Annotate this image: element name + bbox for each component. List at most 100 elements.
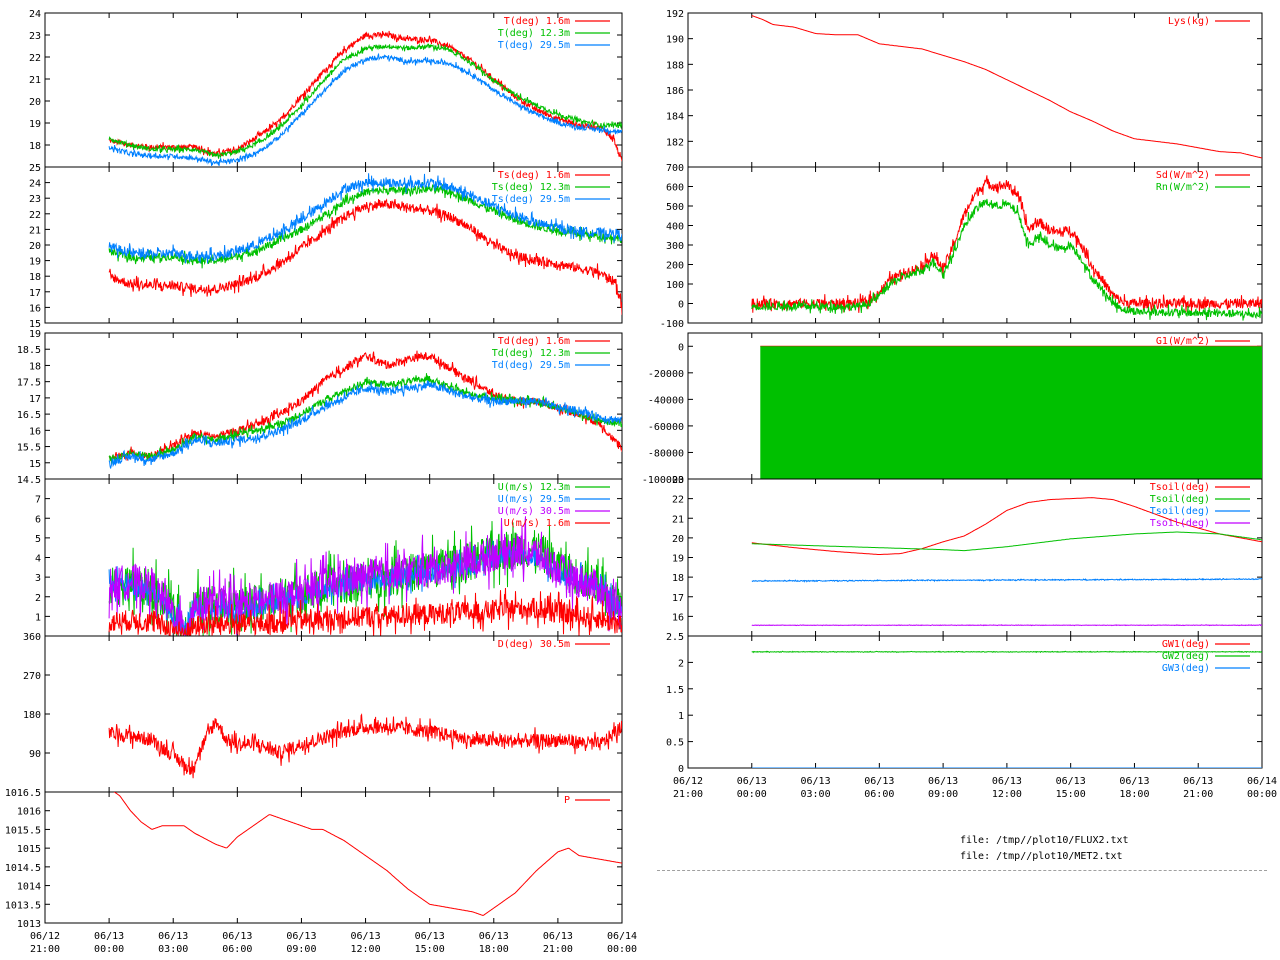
legend-label: G1(W/m^2) xyxy=(1156,336,1210,347)
x-tick-time: 00:00 xyxy=(1247,789,1277,800)
y-tick-label: 18 xyxy=(29,141,41,152)
y-tick-label: 190 xyxy=(666,35,684,46)
x-tick-time: 06:00 xyxy=(222,944,252,955)
y-tick-label: 15.5 xyxy=(17,443,41,454)
y-tick-label: 20 xyxy=(672,534,684,545)
x-tick-time: 15:00 xyxy=(415,944,445,955)
groundwater-chart: 0 0.5 1 1.5 2 2.5 06/12 21:00 06/13 00:00 06/13 03:… xyxy=(666,632,1277,800)
y-tick-label: 21 xyxy=(29,225,41,236)
y-tick-label: 17 xyxy=(672,593,684,604)
y-tick-label: 1016 xyxy=(17,807,41,818)
dashed-divider xyxy=(657,870,1267,871)
y-tick-label: 22 xyxy=(29,210,41,221)
x-tick-time: 09:00 xyxy=(928,789,958,800)
x-tick-time: 00:00 xyxy=(607,944,637,955)
y-tick-label: 90 xyxy=(29,749,41,760)
y-tick-label: 2.5 xyxy=(666,632,684,643)
y-tick-label: 22 xyxy=(29,53,41,64)
dewpoint-chart: 14.5 15 15.5 16 16.5 17 17.5 18 18.5 19 Td(deg) 1.… xyxy=(17,329,623,486)
y-tick-label: 24 xyxy=(29,179,41,190)
x-tick-time: 06:00 xyxy=(864,789,894,800)
y-tick-label: 16 xyxy=(29,303,41,314)
x-tick-date: 06/13 xyxy=(351,931,381,942)
x-tick-time: 21:00 xyxy=(1183,789,1213,800)
y-tick-label: 18.5 xyxy=(17,345,41,356)
legend-label: Tsoil(deg) xyxy=(1150,494,1210,505)
radiation-chart: -100 0 100 200 300 400 500 600 700 Sd(W/m^2)Rn(W/… xyxy=(660,163,1263,330)
y-tick-label: 188 xyxy=(666,60,684,71)
y-tick-label: 22 xyxy=(672,495,684,506)
legend-label: P xyxy=(564,795,570,806)
y-tick-label: 1015 xyxy=(17,844,41,855)
legend-label: G2(W/m^2) xyxy=(1156,348,1210,359)
series-1-0 xyxy=(108,198,622,315)
y-tick-label: -20000 xyxy=(648,369,684,380)
x-tick-time: 12:00 xyxy=(351,944,381,955)
y-tick-label: 23 xyxy=(29,31,41,42)
x-tick-date: 06/14 xyxy=(1247,776,1277,787)
y-tick-label: 2 xyxy=(35,593,41,604)
legend-label: Td(deg) 29.5m xyxy=(492,360,570,371)
x-tick-date: 06/13 xyxy=(158,931,188,942)
y-tick-label: 700 xyxy=(666,163,684,174)
pressure-chart: 1013 1013.5 1014 1014.5 1015 1015.5 1016 1016.5… xyxy=(5,788,637,955)
series-9-1 xyxy=(751,531,1262,552)
series-0-0 xyxy=(108,30,622,162)
x-tick-date: 06/13 xyxy=(801,776,831,787)
y-tick-label: 21 xyxy=(29,75,41,86)
x-tick-date: 06/13 xyxy=(94,931,124,942)
legend-label: U(m/s) 1.6m xyxy=(504,518,570,529)
x-tick-date: 06/13 xyxy=(737,776,767,787)
series-10-1 xyxy=(751,650,1262,654)
legend-label: Ts(deg) 12.3m xyxy=(492,182,570,193)
x-tick-date: 06/13 xyxy=(543,931,573,942)
y-tick-label: 0 xyxy=(678,300,684,311)
series-8-1 xyxy=(760,346,1262,479)
y-tick-label: 23 xyxy=(672,475,684,486)
y-tick-label: 184 xyxy=(666,112,684,123)
x-tick-date: 06/13 xyxy=(222,931,252,942)
legend-label: Ts(deg) 1.6m xyxy=(498,170,570,181)
y-tick-label: 300 xyxy=(666,241,684,252)
y-tick-label: 18 xyxy=(672,573,684,584)
series-9-3 xyxy=(751,624,1262,627)
y-tick-label: 186 xyxy=(666,86,684,97)
series-6-0 xyxy=(751,15,1262,159)
file-name-met: file: /tmp//plot10/MET2.txt xyxy=(960,851,1123,862)
x-tick-date: 06/12 xyxy=(673,776,703,787)
x-tick-time: 03:00 xyxy=(158,944,188,955)
x-tick-time: 15:00 xyxy=(1056,789,1086,800)
x-tick-time: 21:00 xyxy=(543,944,573,955)
y-tick-label: 19 xyxy=(29,257,41,268)
legend-label: T(deg) 29.5m xyxy=(498,40,570,51)
x-tick-date: 06/13 xyxy=(1183,776,1213,787)
y-tick-label: 360 xyxy=(23,632,41,643)
plot-frame xyxy=(44,635,623,793)
y-tick-label: 15 xyxy=(29,459,41,470)
x-tick-time: 18:00 xyxy=(479,944,509,955)
y-tick-label: 18 xyxy=(29,272,41,283)
y-tick-label: 20 xyxy=(29,241,41,252)
legend-label: Lys(kg) xyxy=(1168,16,1210,27)
y-tick-label: -40000 xyxy=(648,395,684,406)
y-tick-label: 1016.5 xyxy=(5,788,41,799)
series-5-0 xyxy=(113,792,622,917)
plot-frame xyxy=(44,791,623,924)
file-name-flux: file: /tmp//plot10/FLUX2.txt xyxy=(960,835,1129,846)
x-tick-time: 09:00 xyxy=(286,944,316,955)
y-tick-label: 25 xyxy=(29,163,41,174)
series-2-2 xyxy=(108,380,622,469)
y-tick-label: 100 xyxy=(666,280,684,291)
legend-label: U(m/s) 29.5m xyxy=(498,494,570,505)
y-tick-label: 500 xyxy=(666,202,684,213)
y-tick-label: 180 xyxy=(23,710,41,721)
y-tick-label: 7 xyxy=(35,495,41,506)
y-tick-label: 23 xyxy=(29,194,41,205)
y-tick-label: 16 xyxy=(672,612,684,623)
x-tick-time: 21:00 xyxy=(673,789,703,800)
file-list: file: /tmp//plot10/FLUX2.txt file: /tmp/… xyxy=(960,833,1129,865)
x-tick-time: 03:00 xyxy=(801,789,831,800)
x-tick-date: 06/13 xyxy=(928,776,958,787)
lysimeter-chart: 182 184 186 188 190 192 Lys(kg) xyxy=(666,9,1263,168)
